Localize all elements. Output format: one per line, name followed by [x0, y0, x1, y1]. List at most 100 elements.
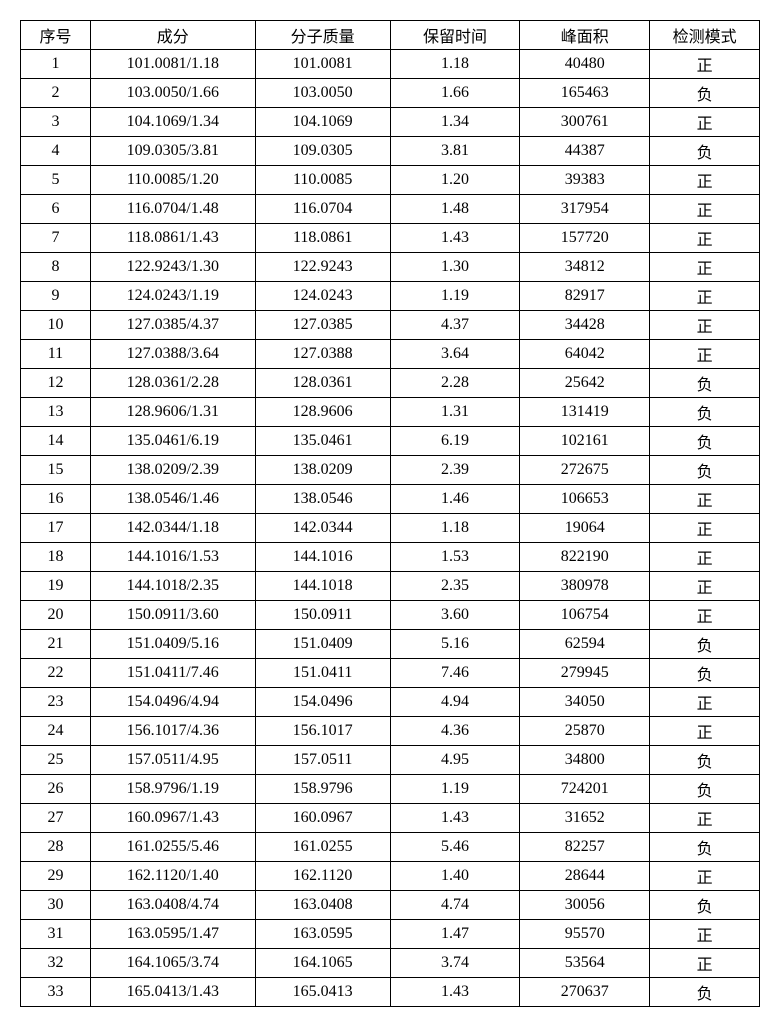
table-cell: 负 [650, 456, 760, 485]
table-cell: 负 [650, 891, 760, 920]
table-cell: 103.0050 [255, 79, 390, 108]
table-cell: 2 [21, 79, 91, 108]
table-cell: 4.94 [390, 688, 520, 717]
table-row: 16138.0546/1.46138.05461.46106653正 [21, 485, 760, 514]
table-cell: 127.0385 [255, 311, 390, 340]
table-row: 4109.0305/3.81109.03053.8144387负 [21, 137, 760, 166]
table-cell: 122.9243/1.30 [90, 253, 255, 282]
table-cell: 5.16 [390, 630, 520, 659]
table-cell: 106653 [520, 485, 650, 514]
table-cell: 正 [650, 717, 760, 746]
table-cell: 12 [21, 369, 91, 398]
table-cell: 负 [650, 137, 760, 166]
table-cell: 1.43 [390, 224, 520, 253]
table-cell: 1.18 [390, 50, 520, 79]
table-cell: 8 [21, 253, 91, 282]
table-cell: 163.0408 [255, 891, 390, 920]
table-cell: 158.9796 [255, 775, 390, 804]
table-cell: 负 [650, 369, 760, 398]
table-cell: 31 [21, 920, 91, 949]
table-cell: 30 [21, 891, 91, 920]
table-cell: 317954 [520, 195, 650, 224]
table-cell: 15 [21, 456, 91, 485]
table-cell: 82917 [520, 282, 650, 311]
table-row: 6116.0704/1.48116.07041.48317954正 [21, 195, 760, 224]
table-cell: 1.34 [390, 108, 520, 137]
table-cell: 161.0255 [255, 833, 390, 862]
table-cell: 144.1016 [255, 543, 390, 572]
table-cell: 1.46 [390, 485, 520, 514]
table-cell: 7 [21, 224, 91, 253]
table-cell: 正 [650, 601, 760, 630]
table-cell: 102161 [520, 427, 650, 456]
table-cell: 11 [21, 340, 91, 369]
table-cell: 163.0595/1.47 [90, 920, 255, 949]
table-cell: 118.0861 [255, 224, 390, 253]
table-cell: 5.46 [390, 833, 520, 862]
table-cell: 144.1018 [255, 572, 390, 601]
table-row: 32164.1065/3.74164.10653.7453564正 [21, 949, 760, 978]
table-row: 10127.0385/4.37127.03854.3734428正 [21, 311, 760, 340]
table-row: 33165.0413/1.43165.04131.43270637负 [21, 978, 760, 1007]
table-cell: 3.60 [390, 601, 520, 630]
column-header: 成分 [90, 21, 255, 50]
table-cell: 4.74 [390, 891, 520, 920]
table-cell: 正 [650, 862, 760, 891]
data-table: 序号成分分子质量保留时间峰面积检测模式 1101.0081/1.18101.00… [20, 20, 760, 1007]
table-cell: 142.0344/1.18 [90, 514, 255, 543]
table-cell: 40480 [520, 50, 650, 79]
table-cell: 131419 [520, 398, 650, 427]
table-cell: 4 [21, 137, 91, 166]
table-cell: 负 [650, 833, 760, 862]
table-cell: 822190 [520, 543, 650, 572]
table-cell: 109.0305/3.81 [90, 137, 255, 166]
table-row: 26158.9796/1.19158.97961.19724201负 [21, 775, 760, 804]
table-cell: 154.0496 [255, 688, 390, 717]
table-cell: 正 [650, 514, 760, 543]
table-cell: 负 [650, 427, 760, 456]
table-cell: 负 [650, 775, 760, 804]
table-row: 30163.0408/4.74163.04084.7430056负 [21, 891, 760, 920]
table-cell: 157720 [520, 224, 650, 253]
table-cell: 101.0081/1.18 [90, 50, 255, 79]
table-row: 21151.0409/5.16151.04095.1662594负 [21, 630, 760, 659]
table-cell: 正 [650, 949, 760, 978]
table-cell: 104.1069/1.34 [90, 108, 255, 137]
table-cell: 157.0511/4.95 [90, 746, 255, 775]
table-cell: 2.39 [390, 456, 520, 485]
table-cell: 16 [21, 485, 91, 514]
table-cell: 106754 [520, 601, 650, 630]
table-cell: 负 [650, 398, 760, 427]
table-cell: 724201 [520, 775, 650, 804]
table-cell: 150.0911 [255, 601, 390, 630]
table-cell: 25642 [520, 369, 650, 398]
table-cell: 109.0305 [255, 137, 390, 166]
table-cell: 128.0361 [255, 369, 390, 398]
table-cell: 34800 [520, 746, 650, 775]
table-cell: 165.0413/1.43 [90, 978, 255, 1007]
table-cell: 28644 [520, 862, 650, 891]
table-cell: 18 [21, 543, 91, 572]
table-cell: 6 [21, 195, 91, 224]
table-cell: 144.1016/1.53 [90, 543, 255, 572]
table-cell: 124.0243/1.19 [90, 282, 255, 311]
table-cell: 4.37 [390, 311, 520, 340]
table-row: 27160.0967/1.43160.09671.4331652正 [21, 804, 760, 833]
table-cell: 正 [650, 253, 760, 282]
table-cell: 279945 [520, 659, 650, 688]
table-cell: 1.30 [390, 253, 520, 282]
table-cell: 27 [21, 804, 91, 833]
table-row: 3104.1069/1.34104.10691.34300761正 [21, 108, 760, 137]
table-cell: 163.0595 [255, 920, 390, 949]
table-cell: 158.9796/1.19 [90, 775, 255, 804]
table-cell: 正 [650, 282, 760, 311]
table-cell: 1.66 [390, 79, 520, 108]
table-cell: 272675 [520, 456, 650, 485]
table-cell: 负 [650, 746, 760, 775]
table-cell: 162.1120 [255, 862, 390, 891]
table-cell: 正 [650, 50, 760, 79]
table-cell: 14 [21, 427, 91, 456]
table-cell: 62594 [520, 630, 650, 659]
table-cell: 163.0408/4.74 [90, 891, 255, 920]
table-row: 25157.0511/4.95157.05114.9534800负 [21, 746, 760, 775]
